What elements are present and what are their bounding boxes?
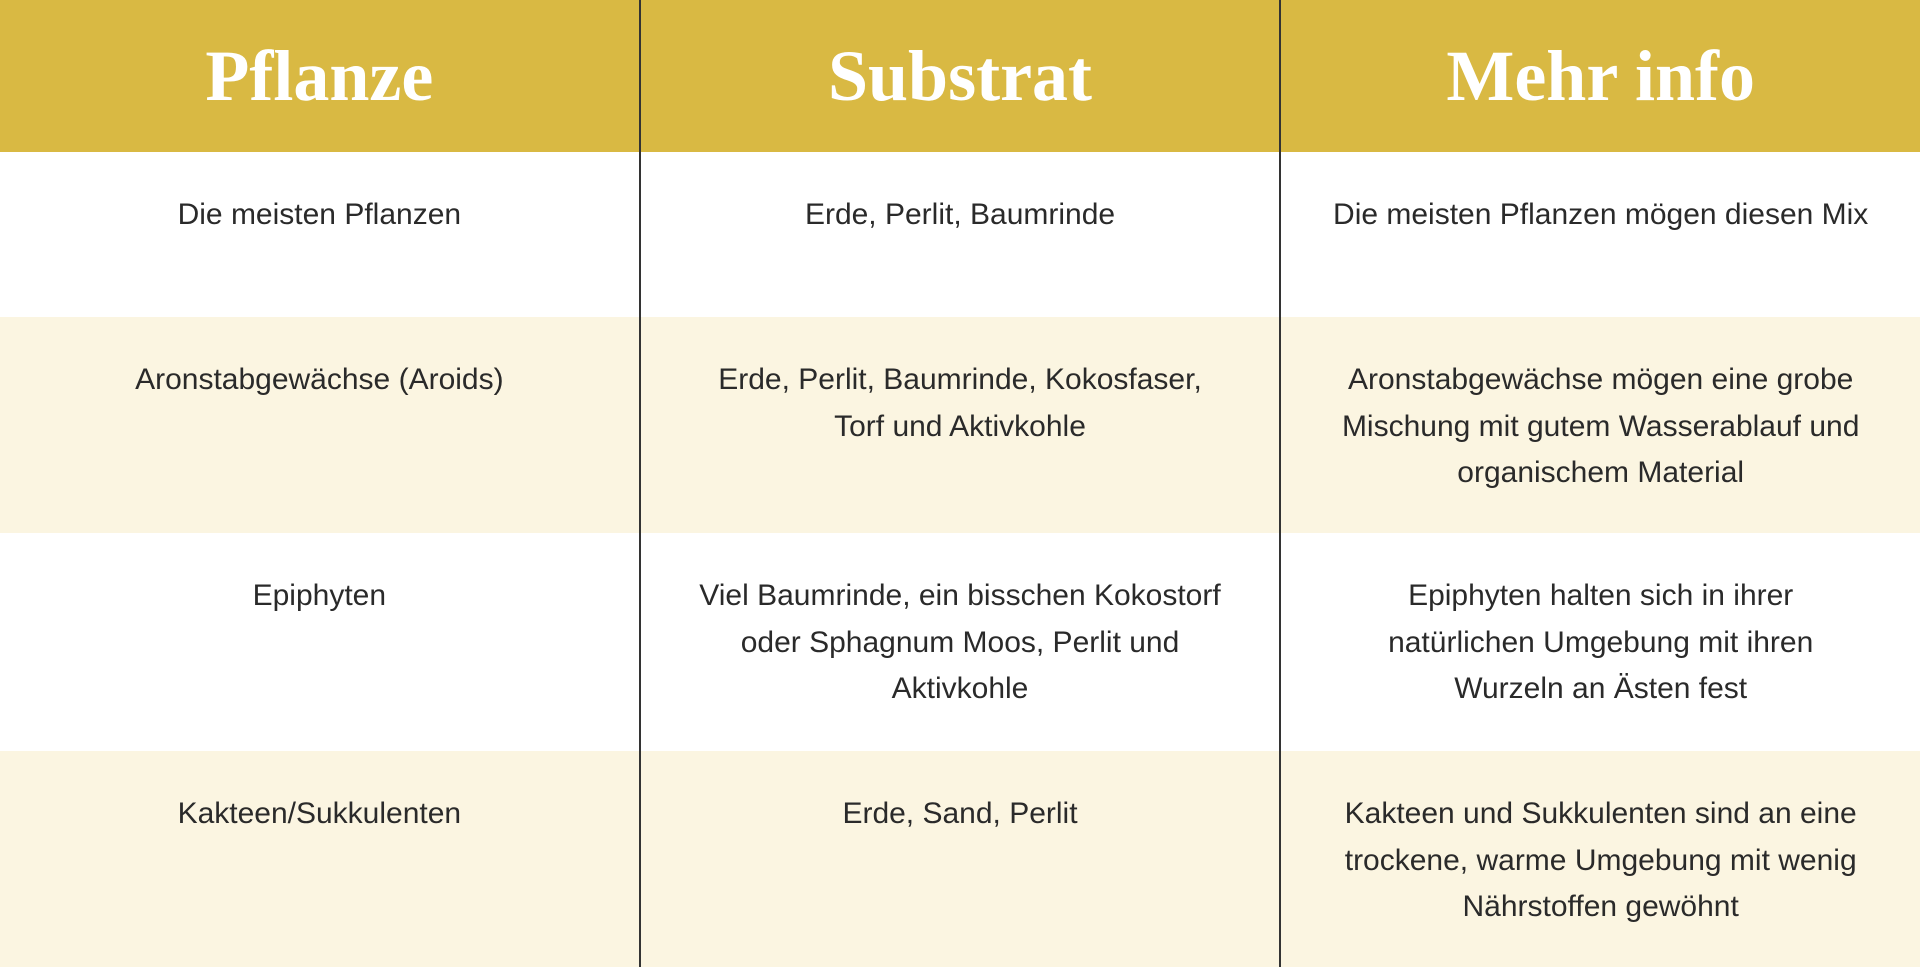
table-cell: Kakteen und Sukkulenten sind an eine tro… <box>1281 751 1920 967</box>
table-cell: Erde, Perlit, Baumrinde, Kokosfaser, Tor… <box>641 317 1280 533</box>
table-cell: Viel Baumrinde, ein bisschen Kokostorf o… <box>641 533 1280 751</box>
table-cell: Erde, Perlit, Baumrinde <box>641 152 1280 317</box>
table-cell: Kakteen/Sukkulenten <box>0 751 639 967</box>
table-cell: Die meisten Pflanzen <box>0 152 639 317</box>
table-cell: Aronstabgewächse mögen eine grobe Mischu… <box>1281 317 1920 533</box>
header-pflanze: Pflanze <box>0 0 639 152</box>
header-mehr-info: Mehr info <box>1281 0 1920 152</box>
column-mehr-info: Mehr info Die meisten Pflanzen mögen die… <box>1281 0 1920 967</box>
table-cell: Aronstabgewächse (Aroids) <box>0 317 639 533</box>
table-cell: Epiphyten <box>0 533 639 751</box>
column-pflanze: Pflanze Die meisten Pflanzen Aronstabgew… <box>0 0 641 967</box>
column-substrat: Substrat Erde, Perlit, Baumrinde Erde, P… <box>641 0 1282 967</box>
table-cell: Die meisten Pflanzen mögen diesen Mix <box>1281 152 1920 317</box>
table-cell: Epiphyten halten sich in ihrer natürlich… <box>1281 533 1920 751</box>
table-cell: Erde, Sand, Perlit <box>641 751 1280 967</box>
plant-substrate-table: Pflanze Die meisten Pflanzen Aronstabgew… <box>0 0 1920 967</box>
header-substrat: Substrat <box>641 0 1280 152</box>
